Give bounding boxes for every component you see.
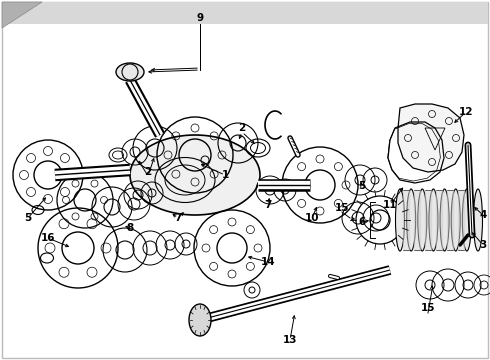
Ellipse shape xyxy=(407,189,416,251)
Text: 13: 13 xyxy=(283,335,297,345)
Polygon shape xyxy=(414,190,420,250)
Ellipse shape xyxy=(116,63,144,81)
Text: 15: 15 xyxy=(335,203,349,213)
Text: 11: 11 xyxy=(383,200,397,210)
Ellipse shape xyxy=(395,189,405,251)
Text: 2: 2 xyxy=(238,123,245,133)
Polygon shape xyxy=(403,190,409,250)
Text: 14: 14 xyxy=(261,257,275,267)
Ellipse shape xyxy=(440,189,449,251)
Text: 10: 10 xyxy=(305,213,319,223)
Ellipse shape xyxy=(429,189,438,251)
Text: 7: 7 xyxy=(264,200,271,210)
Ellipse shape xyxy=(463,189,471,251)
Polygon shape xyxy=(398,104,464,172)
Text: 9: 9 xyxy=(196,13,203,23)
Text: 15: 15 xyxy=(421,303,435,313)
Text: 12: 12 xyxy=(459,107,473,117)
Text: 5: 5 xyxy=(358,181,366,191)
Text: 4: 4 xyxy=(479,210,487,220)
Polygon shape xyxy=(447,190,453,250)
Text: 5: 5 xyxy=(24,213,32,223)
Text: 7: 7 xyxy=(174,213,182,223)
Text: 8: 8 xyxy=(126,223,134,233)
Ellipse shape xyxy=(418,189,427,251)
Text: 16: 16 xyxy=(41,233,55,243)
Bar xyxy=(2,2,488,24)
Ellipse shape xyxy=(189,304,211,336)
Text: 1: 1 xyxy=(221,170,229,180)
Polygon shape xyxy=(2,2,42,28)
Text: 3: 3 xyxy=(479,240,487,250)
Ellipse shape xyxy=(451,189,460,251)
Text: 6: 6 xyxy=(358,217,366,227)
Ellipse shape xyxy=(473,189,483,251)
Text: 2: 2 xyxy=(145,167,151,177)
Polygon shape xyxy=(436,190,442,250)
Polygon shape xyxy=(425,190,431,250)
Polygon shape xyxy=(458,190,464,250)
Ellipse shape xyxy=(130,135,260,215)
